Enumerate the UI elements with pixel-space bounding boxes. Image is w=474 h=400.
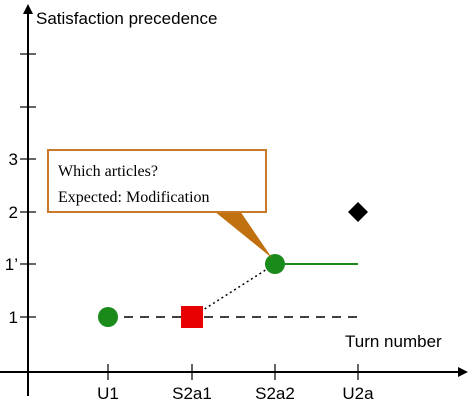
callout-text: Which articles?	[58, 163, 158, 180]
y-tick-label: 1	[9, 308, 18, 327]
x-tick-label: U1	[97, 384, 119, 400]
x-tick-label: U2a	[342, 384, 374, 400]
x-axis-label: Turn number	[345, 332, 442, 351]
callout-text: Expected: Modification	[58, 189, 210, 206]
y-tick-label: 1’	[5, 255, 18, 274]
green-circle	[265, 254, 285, 274]
callout-pointer	[214, 211, 272, 258]
y-tick-label: 3	[9, 150, 18, 169]
dotted-line	[191, 263, 276, 318]
green-circle	[98, 307, 118, 327]
y-tick-label: 2	[9, 203, 18, 222]
x-tick-marks	[107, 364, 359, 380]
x-tick-label: S2a2	[255, 384, 295, 400]
black-diamond	[348, 202, 368, 222]
y-axis-label: Satisfaction precedence	[36, 9, 217, 28]
x-tick-label: S2a1	[172, 384, 212, 400]
callout-box	[47, 149, 267, 213]
red-square	[181, 306, 203, 328]
y-tick-marks	[20, 53, 36, 318]
